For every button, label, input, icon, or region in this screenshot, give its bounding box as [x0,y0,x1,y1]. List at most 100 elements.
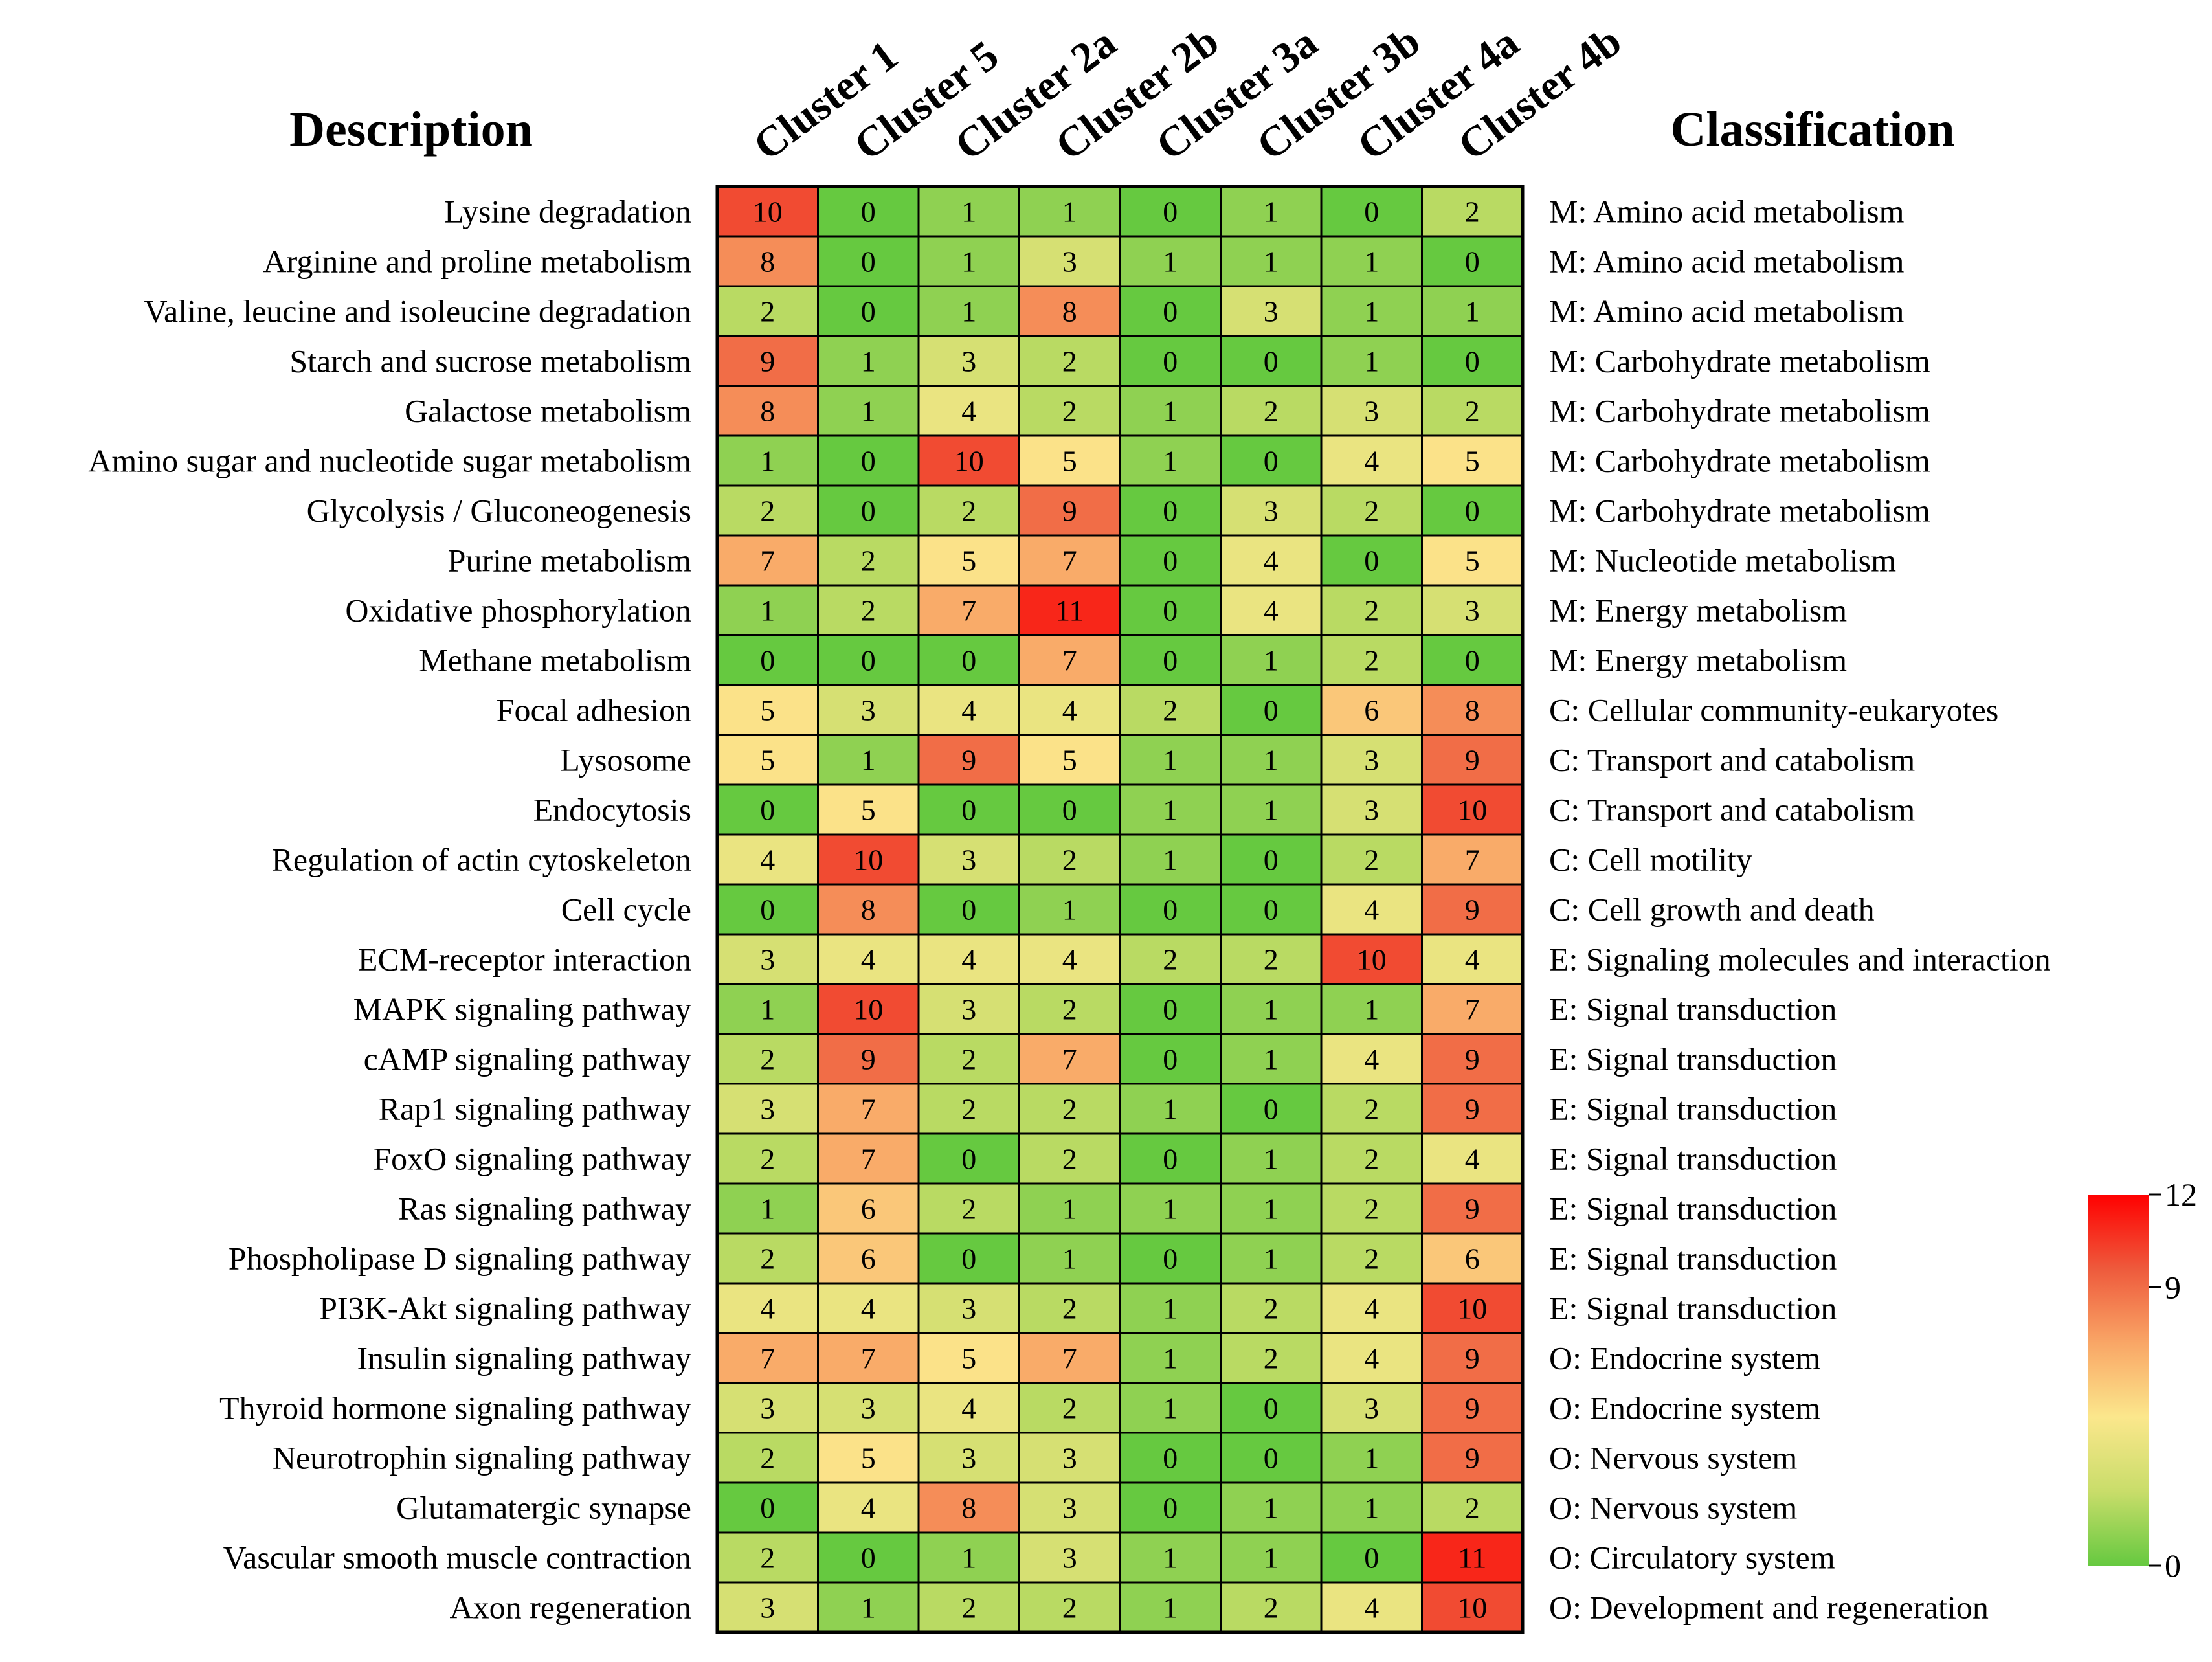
row-labels: Lysine degradation Arginine and proline m… [88,194,691,1626]
heatmap-cell [1320,684,1423,736]
cell-value: 3 [1062,245,1077,278]
cell-value: 9 [760,345,775,378]
cell-value: 3 [1062,1442,1077,1475]
cell-value: 3 [861,694,876,727]
cell-value: 1 [1163,395,1178,428]
cell-value: 2 [1163,694,1178,727]
heatmap-cell [716,1132,819,1185]
row-label: FoxO signaling pathway [373,1141,691,1177]
cell-value: 4 [861,1492,876,1525]
row-label: Rap1 signaling pathway [379,1091,691,1127]
cell-value: 0 [1163,594,1178,627]
classification-label: E: Signaling molecules and interaction [1549,941,2051,978]
cell-value: 0 [861,245,876,278]
cell-value: 4 [1465,1143,1480,1176]
cell-value: 0 [760,644,775,677]
cell-value: 7 [1062,644,1077,677]
heatmap-cell [917,1382,1020,1434]
cell-value: 0 [1163,893,1178,926]
cell-value: 4 [1364,1043,1379,1076]
cell-value: 1 [861,744,876,777]
heatmap-cell [917,983,1020,1035]
heatmap-cell [716,235,819,287]
cell-value: 2 [760,295,775,328]
heatmap-cell [1018,684,1121,736]
cell-value: 7 [760,1342,775,1375]
cell-value: 0 [961,893,976,926]
heatmap-cell [1220,385,1323,437]
heatmap-cell [1421,684,1524,736]
cell-value: 11 [1458,1542,1486,1575]
cell-value: 7 [760,545,775,578]
cell-value: 3 [760,943,775,976]
cell-value: 1 [760,1193,775,1226]
cell-value: 3 [1364,395,1379,428]
classification-label: O: Endocrine system [1549,1340,1820,1376]
cell-value: 1 [1364,993,1379,1026]
heatmap-cell [1119,684,1222,736]
cell-value: 2 [1264,1591,1279,1624]
classification-label: E: Signal transduction [1549,1290,1837,1327]
cell-value: 5 [1062,744,1077,777]
classification-label: C: Cell motility [1549,842,1752,878]
cell-value: 0 [961,1242,976,1275]
cell-value: 1 [1364,1492,1379,1525]
cell-value: 1 [961,196,976,229]
cell-value: 0 [1264,1442,1279,1475]
cell-value: 2 [1465,196,1480,229]
heatmap-cell [1018,1182,1121,1235]
classification-label: M: Carbohydrate metabolism [1549,343,1930,379]
heatmap-cell [917,833,1020,886]
cell-value: 3 [961,844,976,877]
cell-value: 2 [1364,1093,1379,1126]
cell-value: 0 [861,445,876,478]
row-label: Purine metabolism [448,543,691,579]
classification-label: M: Carbohydrate metabolism [1549,443,1930,479]
cell-value: 9 [1465,1043,1480,1076]
heatmap-cell [1018,1531,1121,1584]
heatmap-cell [917,1332,1020,1384]
cell-value: 3 [1465,594,1480,627]
row-label: Methane metabolism [419,642,691,679]
cell-value: 0 [1364,545,1379,578]
heatmap-cell [1119,933,1222,985]
cell-value: 2 [1364,594,1379,627]
cell-value: 0 [760,794,775,827]
row-label: Arginine and proline metabolism [263,243,692,280]
heatmap-cell [1220,1382,1323,1434]
color-scale-tick-label: 0 [2165,1547,2181,1584]
classification-label: M: Amino acid metabolism [1549,293,1905,330]
row-label: Oxidative phosphorylation [345,592,691,629]
cell-value: 1 [961,245,976,278]
classification-label: M: Nucleotide metabolism [1549,543,1896,579]
heatmap-cell [817,634,920,686]
heatmap-cell [1421,1481,1524,1534]
heatmap-cell [817,983,920,1035]
heatmap-cell [1018,1581,1121,1634]
cell-value: 5 [861,1442,876,1475]
cell-value: 0 [760,1492,775,1525]
cell-value: 3 [1264,495,1279,528]
cell-value: 1 [1264,993,1279,1026]
heatmap-cell [1320,1033,1423,1085]
heatmap-cell [1018,335,1121,387]
row-label: PI3K-Akt signaling pathway [319,1290,691,1327]
cell-value: 0 [961,794,976,827]
cell-value: 2 [760,1242,775,1275]
heatmap-cell [1119,335,1222,387]
heatmap-cell [716,1531,819,1584]
color-scale-tick-label: 9 [2165,1269,2181,1305]
classification-label: M: Amino acid metabolism [1549,194,1905,230]
cell-value: 1 [1062,196,1077,229]
cell-value: 0 [1163,993,1178,1026]
cell-value: 0 [1163,644,1178,677]
cell-value: 2 [1364,495,1379,528]
heatmap-cell [917,1083,1020,1135]
heatmap-cell [1320,983,1423,1035]
cell-value: 0 [961,644,976,677]
row-label: Valine, leucine and isoleucine degradati… [144,293,691,330]
cell-value: 5 [1062,445,1077,478]
heatmap-cell [917,1481,1020,1534]
cell-value: 8 [961,1492,976,1525]
